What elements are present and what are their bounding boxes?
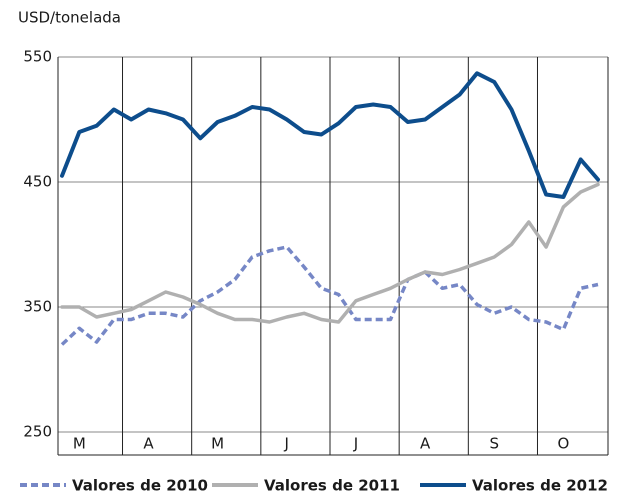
x-tick-label: A	[420, 435, 431, 453]
legend-label: Valores de 2012	[472, 477, 608, 495]
x-tick-label: S	[489, 435, 499, 453]
x-tick-label: M	[73, 435, 86, 453]
x-tick-label: J	[353, 435, 358, 453]
legend-label: Valores de 2011	[264, 477, 400, 495]
data-line	[60, 182, 600, 324]
y-tick-label: 250	[23, 423, 52, 441]
y-axis-label: USD/tonelada	[18, 9, 121, 27]
data-line	[60, 71, 600, 199]
x-tick-label: J	[284, 435, 289, 453]
x-tick-label: M	[211, 435, 224, 453]
y-tick-label: 450	[23, 173, 52, 191]
legend-label: Valores de 2010	[72, 477, 208, 495]
y-tick-label: 550	[23, 48, 52, 66]
legend: Valores de 2010 Valores de 2011 Valores de…	[20, 477, 608, 495]
y-tick-label: 350	[23, 298, 52, 316]
x-tick-label: O	[558, 435, 570, 453]
data-line	[60, 245, 599, 346]
x-tick-label: A	[143, 435, 154, 453]
